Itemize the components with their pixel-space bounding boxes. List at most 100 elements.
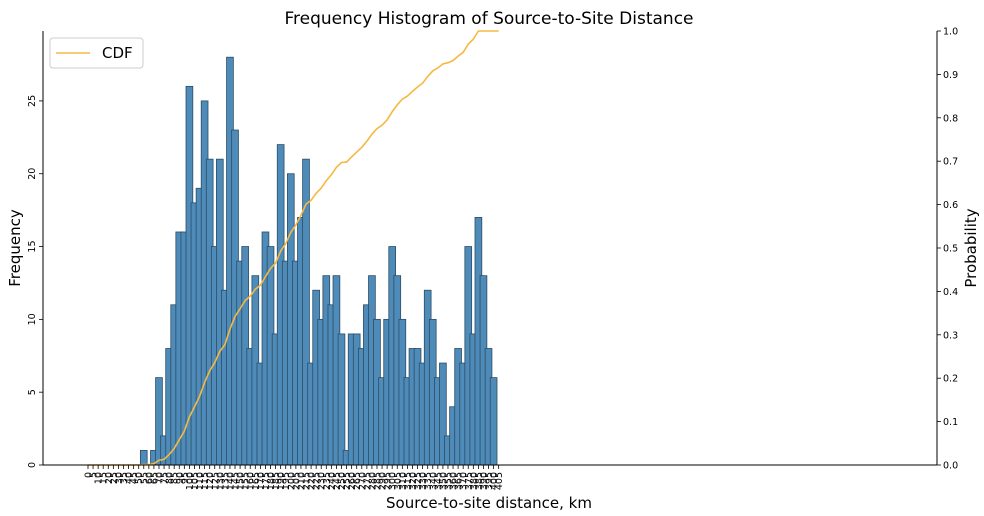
x-tick-label: 360 bbox=[449, 472, 460, 490]
x-tick-label: 5 bbox=[89, 472, 100, 478]
y2-tick-label: 0.6 bbox=[943, 200, 958, 211]
cdf-line-layer bbox=[88, 30, 499, 466]
x-tick-label: 320 bbox=[408, 472, 419, 490]
x-tick-label: 135 bbox=[220, 472, 231, 490]
y2-tick-label: 1.0 bbox=[943, 27, 958, 38]
x-tick-label: 130 bbox=[215, 472, 226, 490]
y2-tick-label: 0.7 bbox=[943, 157, 958, 168]
x-tick-label: 285 bbox=[372, 472, 383, 490]
bars-layer bbox=[139, 56, 498, 466]
x-tick-label: 20 bbox=[104, 472, 115, 484]
x-tick-label: 60 bbox=[144, 472, 155, 484]
x-tick-label: 170 bbox=[256, 472, 267, 490]
x-tick-label: 120 bbox=[205, 472, 216, 490]
x-tick-label: 375 bbox=[464, 472, 475, 490]
x-tick-label: 380 bbox=[469, 472, 480, 490]
x-tick-label: 140 bbox=[225, 472, 236, 490]
y2-tick-labels: 0.0 0.1 0.2 0.3 0.4 0.5 0.6 0.7 0.8 0.9 1.0 bbox=[937, 27, 958, 472]
x-tick-label: 210 bbox=[296, 472, 307, 490]
x-tick-label: 195 bbox=[281, 472, 292, 490]
x-tick-label: 245 bbox=[332, 472, 343, 490]
x-tick-label: 100 bbox=[185, 472, 196, 490]
x-tick-label: 45 bbox=[129, 472, 140, 484]
x-tick-label: 55 bbox=[139, 472, 150, 484]
x-tick-label: 350 bbox=[438, 472, 449, 490]
y-tick-label: 25 bbox=[27, 95, 38, 107]
cdf-line bbox=[88, 30, 499, 466]
x-tick-label: 385 bbox=[474, 472, 485, 490]
y2-tick-label: 0.1 bbox=[943, 417, 958, 428]
x-tick-label: 80 bbox=[165, 472, 176, 484]
x-tick-label: 215 bbox=[302, 472, 313, 490]
x-tick-label: 395 bbox=[484, 472, 495, 490]
x-tick-label: 180 bbox=[266, 472, 277, 490]
x-tick-label: 185 bbox=[271, 472, 282, 490]
y-axis-label: Frequency bbox=[6, 209, 24, 287]
y2-tick-label: 0.3 bbox=[943, 330, 958, 341]
bar-250 bbox=[337, 333, 346, 466]
x-tick-label: 235 bbox=[322, 472, 333, 490]
legend-box bbox=[49, 37, 144, 69]
x-tick-label: 295 bbox=[383, 472, 394, 490]
y-tick-label: 5 bbox=[27, 389, 38, 395]
x-tick-label: 300 bbox=[388, 472, 399, 490]
x-tick-label: 165 bbox=[251, 472, 262, 490]
y2-tick-label: 0.9 bbox=[943, 70, 958, 81]
x-tick-label: 280 bbox=[367, 472, 378, 490]
y2-tick-label: 0.8 bbox=[943, 113, 958, 124]
y-tick-label: 10 bbox=[27, 313, 38, 325]
x-tick-label: 365 bbox=[454, 472, 465, 490]
x-tick-label: 10 bbox=[94, 472, 105, 484]
x-tick-label: 240 bbox=[327, 472, 338, 490]
x-tick-label: 305 bbox=[393, 472, 404, 490]
x-tick-label: 15 bbox=[99, 472, 110, 484]
x-tick-label: 345 bbox=[433, 472, 444, 490]
x-tick-label: 270 bbox=[357, 472, 368, 490]
x-tick-label: 105 bbox=[190, 472, 201, 490]
x-tick-label: 310 bbox=[398, 472, 409, 490]
x-tick-labels: 0510152025303540455055606570758085909510… bbox=[84, 465, 505, 490]
x-tick-label: 205 bbox=[291, 472, 302, 490]
legend: CDF bbox=[49, 37, 144, 69]
x-tick-label: 190 bbox=[276, 472, 287, 490]
x-tick-label: 355 bbox=[443, 472, 454, 490]
x-tick-label: 400 bbox=[489, 472, 500, 490]
x-tick-label: 265 bbox=[352, 472, 363, 490]
x-tick-label: 370 bbox=[459, 472, 470, 490]
x-tick-label: 260 bbox=[347, 472, 358, 490]
x-tick-label: 150 bbox=[236, 472, 247, 490]
x-tick-label: 110 bbox=[195, 472, 206, 490]
x-tick-label: 390 bbox=[479, 472, 490, 490]
y2-axis-label: Probability bbox=[962, 208, 980, 287]
x-tick-label: 145 bbox=[231, 472, 242, 490]
x-tick-label: 325 bbox=[413, 472, 424, 490]
y2-tick-label: 0.2 bbox=[943, 374, 958, 385]
x-tick-label: 155 bbox=[241, 472, 252, 490]
x-tick-label: 250 bbox=[337, 472, 348, 490]
x-tick-label: 220 bbox=[307, 472, 318, 490]
x-tick-label: 40 bbox=[124, 472, 135, 484]
x-axis-label: Source-to-site distance, km bbox=[386, 494, 592, 512]
x-tick-label: 35 bbox=[119, 472, 130, 484]
x-tick-label: 95 bbox=[180, 472, 191, 484]
x-tick-label: 200 bbox=[286, 472, 297, 490]
x-tick-label: 50 bbox=[134, 472, 145, 484]
x-tick-label: 125 bbox=[210, 472, 221, 490]
y2-tick-label: 0.4 bbox=[943, 287, 958, 298]
y-tick-labels: 0 5 10 15 20 25 bbox=[27, 95, 43, 468]
y-tick-label: 0 bbox=[27, 462, 38, 468]
x-tick-label: 230 bbox=[317, 472, 328, 490]
bar-55 bbox=[139, 450, 148, 466]
y-tick-label: 20 bbox=[27, 168, 38, 180]
x-tick-label: 340 bbox=[428, 472, 439, 490]
y2-tick-label: 0.5 bbox=[943, 244, 958, 255]
x-tick-label: 405 bbox=[494, 472, 505, 490]
x-tick-label: 225 bbox=[312, 472, 323, 490]
x-tick-label: 255 bbox=[342, 472, 353, 490]
x-tick-label: 85 bbox=[170, 472, 181, 484]
bar-400 bbox=[489, 377, 498, 466]
x-tick-label: 0 bbox=[84, 472, 95, 478]
legend-cdf-label: CDF bbox=[102, 44, 133, 62]
x-tick-label: 175 bbox=[261, 472, 272, 490]
